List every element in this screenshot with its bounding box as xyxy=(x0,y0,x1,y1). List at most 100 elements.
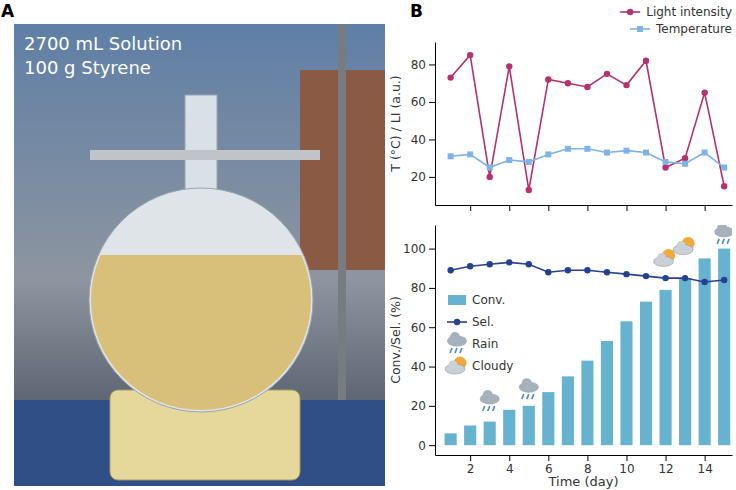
tick-mark xyxy=(705,455,706,461)
tick xyxy=(626,205,627,211)
tick-mark xyxy=(429,367,435,368)
weather-icon xyxy=(519,378,539,399)
marker xyxy=(545,151,551,157)
tick-mark xyxy=(666,205,667,211)
marker xyxy=(584,146,590,152)
chart: 20406080T (°C) / LI (a.u.)Light intensit… xyxy=(388,5,733,211)
marker-shape xyxy=(662,275,668,281)
marker-shape xyxy=(604,150,610,156)
bar xyxy=(718,249,730,446)
marker-shape xyxy=(526,187,532,193)
marker xyxy=(467,263,473,269)
marker-shape xyxy=(623,148,629,154)
tick: 100 xyxy=(403,242,435,256)
marker-shape xyxy=(506,259,512,265)
tick-mark xyxy=(548,205,549,211)
tick-mark xyxy=(429,445,435,446)
marker xyxy=(721,183,727,189)
legend-label: Temperature xyxy=(655,22,732,36)
panel-label: B xyxy=(410,1,423,21)
legend: Light intensity Temperature xyxy=(620,5,732,36)
icon-drop xyxy=(717,239,719,244)
marker-shape xyxy=(643,150,649,156)
photo-caption: 100 g Styrene xyxy=(24,57,151,78)
marker-shape xyxy=(702,150,708,156)
photo-background xyxy=(14,24,385,486)
marker-shape xyxy=(565,267,571,273)
marker xyxy=(506,157,512,163)
marker-shape xyxy=(682,275,688,281)
marker-shape xyxy=(623,271,629,277)
tick: 8 xyxy=(584,455,592,476)
marker-shape xyxy=(526,261,532,267)
marker-shape xyxy=(545,151,551,157)
icon-drop xyxy=(455,348,457,353)
tick: 60 xyxy=(411,321,435,335)
marker xyxy=(721,165,727,171)
marker xyxy=(682,155,688,161)
weather-icon xyxy=(654,249,676,267)
weather-icon xyxy=(714,225,732,244)
tick: 6 xyxy=(545,455,553,476)
marker-shape xyxy=(682,155,688,161)
bar xyxy=(601,341,613,445)
legend-swatch xyxy=(448,295,466,305)
tick xyxy=(666,205,667,211)
tick-mark xyxy=(587,205,588,211)
liquid xyxy=(91,255,311,410)
tick: 80 xyxy=(411,58,435,72)
tick-label: 14 xyxy=(698,462,713,476)
marker-shape xyxy=(487,174,493,180)
tick-mark xyxy=(587,455,588,461)
marker-shape xyxy=(682,161,688,167)
tick-mark xyxy=(509,205,510,211)
marker-shape xyxy=(643,273,649,279)
bar xyxy=(542,392,554,445)
tick-label: 20 xyxy=(411,170,426,184)
tick-label: 2 xyxy=(467,462,475,476)
icon-drop xyxy=(483,406,485,411)
weather-icon xyxy=(480,390,500,411)
tick-label: 60 xyxy=(411,95,426,109)
legend-swatch xyxy=(620,9,640,15)
marker-shape xyxy=(623,82,629,88)
marker xyxy=(447,74,453,80)
legend-entry: Rain xyxy=(447,332,498,353)
marker xyxy=(643,58,649,64)
tick-mark xyxy=(626,205,627,211)
marker xyxy=(623,271,629,277)
tick xyxy=(587,205,588,211)
clamp xyxy=(90,150,320,160)
tick: 60 xyxy=(411,95,435,109)
plot-area xyxy=(445,225,732,445)
tick xyxy=(548,205,549,211)
tick-label: 40 xyxy=(411,360,426,374)
tick: 40 xyxy=(411,360,435,374)
legend-label: Light intensity xyxy=(646,5,732,19)
bar xyxy=(660,290,672,445)
tick-mark xyxy=(429,406,435,407)
marker-shape xyxy=(526,159,532,165)
marker xyxy=(526,159,532,165)
marker-shape xyxy=(584,146,590,152)
legend-entry: Light intensity xyxy=(620,5,732,19)
axis-line xyxy=(436,455,733,456)
marker xyxy=(701,89,707,95)
tick xyxy=(705,205,706,211)
icon-drop xyxy=(727,239,729,244)
marker xyxy=(662,275,668,281)
legend-entry: Conv. xyxy=(448,293,505,307)
icon-drop xyxy=(532,394,534,399)
marker-shape xyxy=(643,58,649,64)
bar xyxy=(503,410,515,445)
tick: 10 xyxy=(619,455,634,476)
bar xyxy=(581,361,593,446)
legend-label: Sel. xyxy=(472,315,494,329)
x-axis xyxy=(436,205,733,211)
marker xyxy=(643,150,649,156)
marker-shape xyxy=(487,165,493,171)
line xyxy=(451,55,725,190)
bar xyxy=(679,278,691,445)
tick-mark xyxy=(429,64,435,65)
marker-shape xyxy=(454,319,460,325)
